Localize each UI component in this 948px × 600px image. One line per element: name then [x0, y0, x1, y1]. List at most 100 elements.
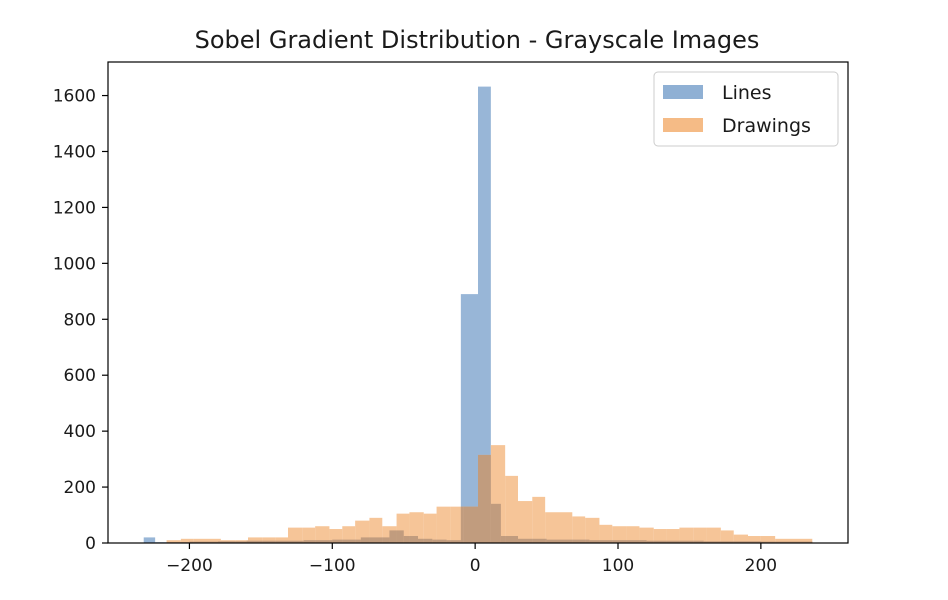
overlap-bar-5-5 [235, 541, 247, 543]
overlap-bar-14-19 [432, 539, 437, 543]
overlap-bar-20-27 [532, 538, 546, 543]
bar-drawings-8 [275, 537, 288, 543]
bar-drawings-9 [288, 527, 303, 543]
overlap-bar-23-37 [666, 540, 680, 543]
y-tick-label: 1400 [53, 142, 96, 162]
bar-drawings-15 [369, 517, 383, 543]
y-tick-label: 800 [64, 310, 96, 330]
bar-drawings-0 [166, 540, 181, 543]
overlap-bar-4-1 [189, 541, 194, 543]
bar-drawings-7 [262, 537, 276, 543]
bar-drawings-45 [775, 538, 788, 543]
bar-drawings-29 [558, 512, 573, 543]
bar-drawings-40 [706, 527, 721, 543]
overlap-bar-19-25 [505, 536, 518, 543]
bar-drawings-30 [572, 516, 586, 543]
bar-drawings-21 [450, 506, 464, 543]
overlap-bar-22-34 [626, 540, 640, 543]
overlap-bar-7-8 [275, 540, 288, 543]
overlap-bar-8-11 [315, 540, 330, 543]
overlap-bar-16-22 [463, 506, 478, 543]
overlap-bar-23-36 [653, 540, 667, 543]
overlap-bar-10-16 [382, 537, 390, 543]
bar-drawings-42 [733, 534, 748, 543]
y-tick-label: 600 [64, 366, 96, 386]
bar-drawings-43 [748, 536, 761, 543]
axes-layer: −200 −100 0 100 200 0 200 400 600 800 1000 1200 1400… [53, 61, 849, 576]
bar-drawings-27 [532, 496, 546, 543]
x-tick-label: −100 [309, 556, 356, 576]
overlap-bar-16-21 [460, 506, 464, 543]
y-tick-label: 1600 [53, 87, 96, 107]
overlap-bar-21-28 [546, 539, 558, 543]
overlap-bar-7-10 [302, 540, 304, 543]
overlap-bar-25-44 [760, 541, 776, 543]
bar-drawings-13 [342, 526, 356, 543]
bar-drawings-1 [180, 538, 194, 543]
bar-lines-16 [460, 294, 478, 543]
overlap-bar-8-10 [303, 540, 316, 543]
bar-drawings-33 [612, 526, 627, 543]
bar-drawings-25 [505, 475, 518, 543]
bar-drawings-36 [653, 529, 667, 543]
bar-drawings-11 [315, 526, 330, 543]
overlap-bar-4-3 [208, 541, 218, 543]
overlap-layer [166, 454, 813, 543]
bar-drawings-19 [423, 513, 437, 543]
overlap-bar-6-7 [262, 540, 276, 543]
bar-lines-0 [143, 537, 156, 543]
y-tick-label: 200 [64, 478, 96, 498]
y-tick-label: 1200 [53, 198, 96, 218]
overlap-bar-18-24 [490, 503, 501, 543]
bar-drawings-28 [545, 512, 558, 543]
overlap-bar-11-16 [389, 530, 397, 543]
overlap-bar-9-13 [342, 539, 356, 543]
overlap-bar-15-20 [446, 540, 451, 543]
legend-swatch-drawings [663, 118, 703, 132]
bar-drawings-12 [329, 529, 343, 543]
x-tick-label: 100 [602, 556, 634, 576]
overlap-bar-7-9 [288, 540, 303, 543]
overlap-bar-17-23 [478, 454, 491, 543]
bar-drawings-20 [436, 506, 451, 543]
bar-drawings-34 [626, 526, 640, 543]
bar-drawings-39 [693, 527, 707, 543]
overlap-bar-23-39 [693, 540, 704, 543]
overlap-bar-20-26 [518, 538, 533, 543]
bar-drawings-18 [409, 512, 424, 543]
overlap-bar-10-15 [369, 537, 383, 543]
overlap-bar-4-2 [193, 541, 208, 543]
overlap-bar-22-32 [599, 540, 613, 543]
y-tick-label: 1000 [53, 254, 96, 274]
overlap-bar-12-18 [409, 536, 418, 543]
overlap-bar-11-17 [396, 530, 404, 543]
overlap-bar-6-6 [248, 540, 263, 543]
overlap-bar-12-17 [403, 536, 410, 543]
x-tick-label: 200 [745, 556, 777, 576]
overlap-bar-13-18 [418, 538, 424, 543]
overlap-bar-5-4 [220, 541, 236, 543]
overlap-bar-24-40 [706, 541, 721, 543]
overlap-bar-14-20 [436, 539, 447, 543]
legend-label-drawings: Drawings [722, 115, 811, 137]
y-tick-label: 0 [85, 534, 96, 554]
chart-title: Sobel Gradient Distribution - Grayscale … [195, 26, 760, 54]
bar-drawings-26 [518, 501, 533, 543]
bar-drawings-46 [788, 538, 813, 543]
overlap-bar-22-33 [612, 540, 627, 543]
overlap-bar-21-31 [585, 539, 590, 543]
overlap-bar-10-14 [360, 537, 370, 543]
overlap-bar-6-5 [246, 540, 248, 543]
overlap-bar-23-35 [646, 540, 654, 543]
overlap-bar-25-45 [775, 541, 788, 543]
overlap-bar-24-42 [733, 541, 748, 543]
bars-layer [143, 86, 813, 544]
overlap-bar-25-46 [788, 541, 813, 543]
overlap-bar-22-35 [639, 540, 647, 543]
legend: Lines Drawings [653, 71, 839, 147]
overlap-bar-9-12 [332, 539, 343, 543]
bar-drawings-44 [760, 536, 776, 543]
bar-lines-17 [478, 86, 491, 544]
